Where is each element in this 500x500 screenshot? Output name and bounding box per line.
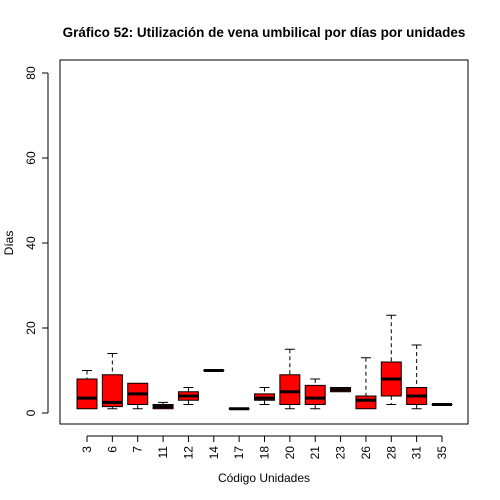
y-axis: 0 20 40 60 80 xyxy=(24,66,49,416)
x-tick-label-7: 7 xyxy=(131,446,145,453)
x-axis: 3 6 7 11 12 14 17 18 20 21 23 26 28 31 35 xyxy=(80,435,449,460)
boxes-group xyxy=(76,314,453,411)
x-tick-label-26: 26 xyxy=(359,446,373,460)
y-tick-label: 60 xyxy=(24,151,38,165)
y-axis-label: Días xyxy=(2,231,16,256)
x-tick-label-11: 11 xyxy=(156,446,170,459)
box-18 xyxy=(254,387,275,405)
chart-title: Gráfico 52: Utilización de vena umbilica… xyxy=(63,25,466,40)
y-tick-label: 80 xyxy=(24,66,38,80)
box-rect xyxy=(101,374,123,408)
x-tick-label-3: 3 xyxy=(80,446,94,453)
x-tick-label-20: 20 xyxy=(283,446,297,460)
x-tick-label-14: 14 xyxy=(207,446,221,460)
box-rect xyxy=(304,384,326,405)
box-rect xyxy=(355,395,377,410)
box-20 xyxy=(279,348,301,410)
y-tick-label: 40 xyxy=(24,236,38,250)
x-tick-label-31: 31 xyxy=(410,446,424,460)
x-tick-label-18: 18 xyxy=(258,446,272,460)
box-31 xyxy=(406,344,428,410)
x-tick-label-17: 17 xyxy=(232,446,246,460)
plot-frame xyxy=(59,59,469,425)
x-tick-label-12: 12 xyxy=(181,446,195,460)
x-tick-label-28: 28 xyxy=(384,446,398,460)
x-axis-label: Código Unidades xyxy=(218,471,310,485)
box-23 xyxy=(330,387,352,393)
box-rect xyxy=(76,378,98,410)
box-28 xyxy=(380,314,402,405)
box-3 xyxy=(76,370,98,410)
x-tick-label-6: 6 xyxy=(105,446,119,453)
box-rect xyxy=(279,374,301,405)
y-tick-label: 20 xyxy=(24,321,38,335)
box-26 xyxy=(355,357,377,410)
box-12 xyxy=(177,387,199,405)
box-7 xyxy=(127,382,149,410)
x-tick-label-35: 35 xyxy=(435,446,449,460)
x-tick-label-23: 23 xyxy=(334,446,348,460)
x-tick-label-21: 21 xyxy=(308,446,322,460)
y-tick-label: 0 xyxy=(24,409,38,416)
box-21 xyxy=(304,378,326,410)
box-11 xyxy=(152,401,174,410)
box-6 xyxy=(101,353,123,410)
